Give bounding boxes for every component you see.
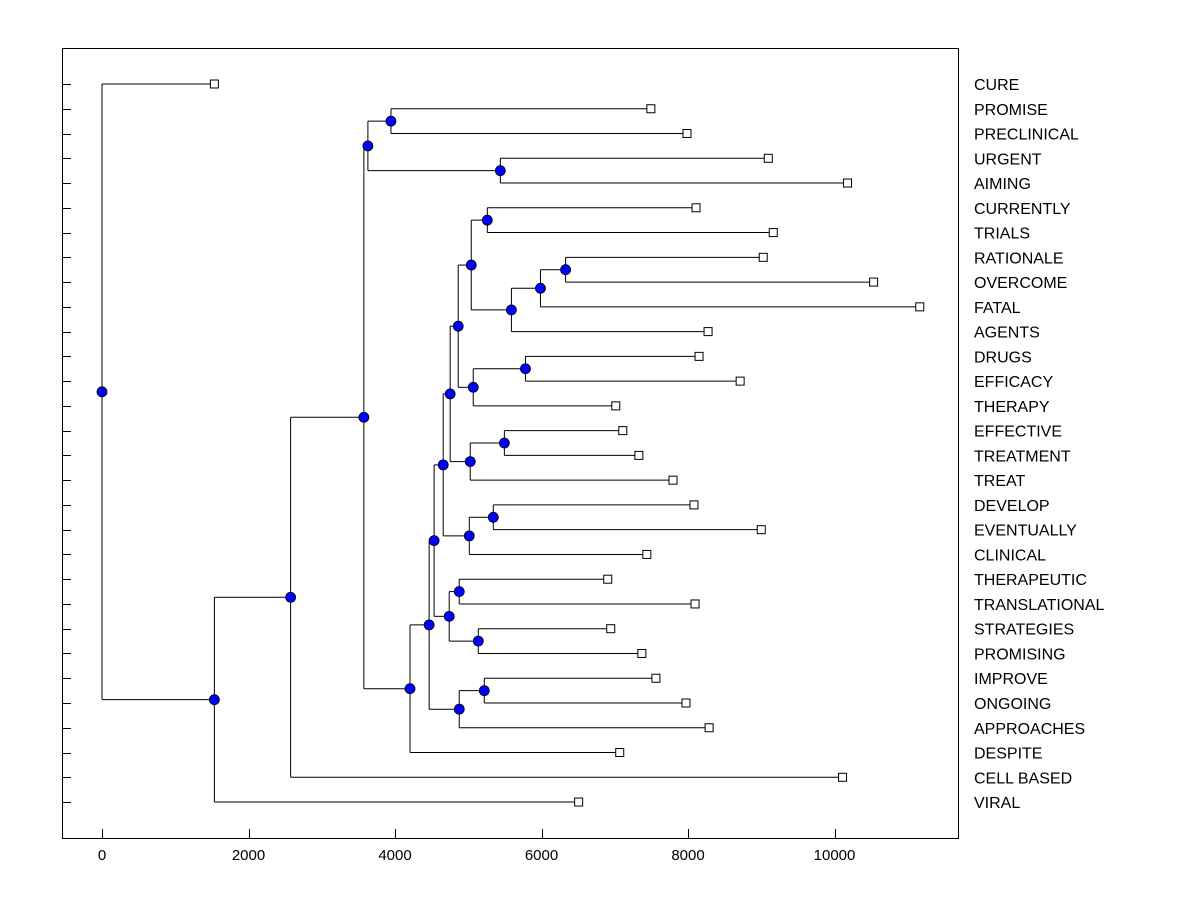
leaf-marker: [735, 376, 745, 386]
leaf-marker: [618, 426, 628, 436]
leaf-label: EVENTUALLY: [974, 523, 1077, 540]
leaf-marker: [682, 129, 692, 139]
leaf-marker: [690, 599, 700, 609]
leaf-marker: [574, 797, 584, 807]
cluster-node: [467, 381, 479, 393]
leaf-label: CLINICAL: [974, 547, 1046, 564]
leaf-label: DEVELOP: [974, 498, 1050, 515]
leaf-marker: [694, 351, 704, 361]
leaf-label: APPROACHES: [974, 721, 1085, 738]
cluster-node: [423, 619, 435, 631]
leaf-marker: [651, 673, 661, 683]
leaf-marker: [646, 104, 656, 114]
cluster-node: [498, 437, 510, 449]
leaf-marker: [869, 277, 879, 287]
cluster-node: [481, 214, 493, 226]
cluster-node: [444, 388, 456, 400]
leaf-label: DRUGS: [974, 349, 1032, 366]
leaf-marker: [689, 500, 699, 510]
leaf-marker: [843, 178, 853, 188]
leaf-label: ONGOING: [974, 696, 1051, 713]
leaf-marker: [637, 648, 647, 658]
leaf-label: AIMING: [974, 176, 1031, 193]
leaf-label: TREATMENT: [974, 448, 1071, 465]
leaf-label: THERAPY: [974, 399, 1050, 416]
leaf-marker: [704, 723, 714, 733]
leaf-marker: [838, 772, 848, 782]
cluster-node: [96, 386, 108, 398]
plot-frame: [62, 48, 959, 839]
leaf-label: EFFECTIVE: [974, 424, 1062, 441]
leaf-marker: [606, 624, 616, 634]
leaf-label: TRIALS: [974, 226, 1030, 243]
leaf-label: CURRENTLY: [974, 201, 1071, 218]
cluster-node: [404, 683, 416, 695]
cluster-node: [520, 363, 531, 375]
leaf-label: PROMISING: [974, 646, 1066, 663]
leaf-label: THERAPEUTIC: [974, 572, 1087, 589]
cluster-node: [362, 140, 374, 152]
leaf-label: TREAT: [974, 473, 1025, 490]
leaf-marker: [758, 252, 768, 262]
cluster-node: [452, 320, 464, 332]
leaf-marker: [756, 525, 766, 535]
leaf-marker: [634, 450, 644, 460]
cluster-node: [465, 259, 477, 271]
x-tick-label: 8000: [671, 847, 704, 864]
cluster-node: [437, 459, 449, 471]
leaf-marker: [691, 203, 701, 213]
leaf-marker: [681, 698, 691, 708]
leaf-marker: [768, 228, 778, 238]
cluster-node: [285, 591, 297, 603]
leaf-label: IMPROVE: [974, 671, 1048, 688]
leaf-label: DESPITE: [974, 746, 1042, 763]
x-tick-label: 4000: [378, 847, 411, 864]
leaf-marker: [209, 79, 219, 89]
cluster-node: [487, 511, 499, 523]
cluster-node: [208, 694, 220, 706]
cluster-node: [453, 586, 465, 597]
cluster-node: [358, 411, 370, 423]
leaf-marker: [603, 574, 613, 584]
leaf-marker: [703, 327, 713, 337]
leaf-marker: [611, 401, 621, 411]
leaf-label: CURE: [974, 77, 1019, 94]
cluster-node: [453, 703, 465, 715]
leaf-label: AGENTS: [974, 325, 1040, 342]
cluster-node: [463, 530, 475, 542]
cluster-node: [443, 610, 455, 622]
cluster-node: [472, 635, 484, 647]
cluster-node: [535, 282, 546, 294]
cluster-node: [385, 115, 397, 127]
leaf-label: RATIONALE: [974, 250, 1064, 267]
cluster-node: [428, 535, 440, 547]
cluster-node: [478, 685, 490, 697]
cluster-node: [505, 304, 517, 316]
leaf-label: CELL BASED: [974, 770, 1072, 787]
leaf-label: FATAL: [974, 300, 1021, 317]
leaf-label: PROMISE: [974, 102, 1048, 119]
leaf-label: PRECLINICAL: [974, 127, 1079, 144]
cluster-node: [464, 456, 476, 467]
cluster-node: [494, 165, 506, 177]
leaf-label: EFFICACY: [974, 374, 1053, 391]
leaf-label: STRATEGIES: [974, 622, 1074, 639]
cluster-node: [560, 264, 571, 276]
leaf-marker: [668, 475, 678, 485]
leaf-label: TRANSLATIONAL: [974, 597, 1105, 614]
leaf-label: OVERCOME: [974, 275, 1067, 292]
leaf-marker: [642, 549, 652, 559]
leaf-marker: [915, 302, 925, 312]
x-tick-label: 2000: [232, 847, 265, 864]
leaf-marker: [763, 153, 773, 163]
x-tick-label: 10000: [814, 847, 856, 864]
leaf-label: VIRAL: [974, 795, 1020, 812]
x-tick-label: 0: [98, 847, 106, 864]
leaf-label: URGENT: [974, 151, 1042, 168]
x-tick-label: 6000: [525, 847, 558, 864]
leaf-marker: [615, 748, 625, 758]
